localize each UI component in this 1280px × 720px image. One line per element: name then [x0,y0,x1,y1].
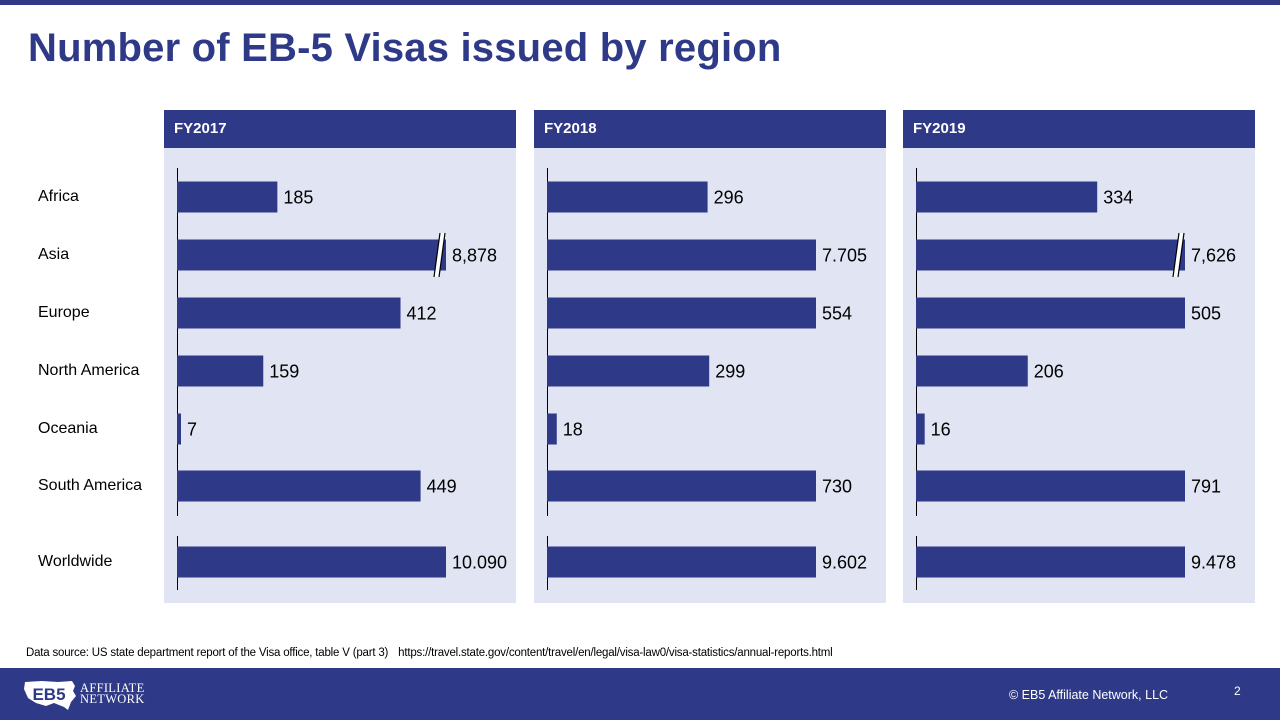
data-label-north-america: 206 [1034,362,1064,382]
bar-asia [547,239,816,271]
data-source-note: Data source: US state department report … [26,647,833,659]
data-label-south-america: 449 [427,477,457,497]
data-label-africa: 185 [283,188,313,208]
bar-europe [177,297,401,329]
bar-south-america [547,470,816,502]
eb5-affiliate-network-logo: EB5 AFFILIATE NETWORK [22,676,145,712]
page-number: 2 [1234,684,1241,698]
bar-oceania [177,413,181,445]
panel-header: FY2018 [534,110,886,148]
data-label-europe: 412 [407,304,437,324]
bar-europe [547,297,816,329]
bar-africa [177,181,278,213]
bar-asia [177,239,446,271]
category-label-north-america: North America [38,362,140,379]
data-label-africa: 296 [714,188,744,208]
logo-line-1: AFFILIATE [80,681,145,695]
chart-panel-fy2017: FY2017 185 8,878 412 159 7 449 10.090 [164,110,516,603]
bar-worldwide [547,546,816,578]
axis-break-mark [1172,232,1185,278]
copyright-text: © EB5 Affiliate Network, LLC [1009,688,1169,702]
data-label-north-america: 159 [269,362,299,382]
data-label-worldwide: 9.602 [822,553,867,573]
bar-chart-fy2017: 185 8,878 412 159 7 449 10.090 [177,168,507,590]
data-label-oceania: 7 [187,420,197,440]
top-rule [0,0,1280,5]
data-label-europe: 505 [1191,304,1221,324]
data-label-worldwide: 10.090 [452,553,507,573]
chart-panel-fy2019: FY2019 334 7,626 505 206 16 791 9.478 [903,110,1255,603]
logo-line-2: NETWORK [80,692,145,706]
data-label-oceania: 18 [563,420,583,440]
axis-break-mark [433,232,446,278]
bar-south-america [916,470,1185,502]
bar-africa [547,181,708,213]
data-label-south-america: 730 [822,477,852,497]
chart-panel-fy2018: FY2018 296 7.705 554 299 18 730 9.602 [534,110,886,603]
panel-header: FY2019 [903,110,1255,148]
data-label-worldwide: 9.478 [1191,553,1236,573]
data-label-asia: 7.705 [822,246,867,266]
data-label-asia: 8,878 [452,246,497,266]
category-label-asia: Asia [38,246,70,263]
bar-europe [916,297,1185,329]
category-label-oceania: Oceania [38,420,98,437]
logo-wordmark: AFFILIATE NETWORK [80,681,145,706]
bar-worldwide [916,546,1185,578]
bar-oceania [916,413,925,445]
svg-text:EB5: EB5 [32,685,65,704]
category-label-south-america: South America [38,477,143,494]
data-source-text: Data source: US state department report … [26,647,389,659]
category-label-europe: Europe [38,304,90,321]
data-label-south-america: 791 [1191,477,1221,497]
bar-worldwide [177,546,446,578]
data-label-north-america: 299 [715,362,745,382]
bar-north-america [177,355,264,387]
data-source-url[interactable]: https://travel.state.gov/content/travel/… [398,647,833,659]
us-map-icon: EB5 [24,681,76,710]
category-label-worldwide: Worldwide [38,553,113,570]
bar-chart-fy2019: 334 7,626 505 206 16 791 9.478 [916,168,1236,590]
bar-north-america [916,355,1028,387]
bar-south-america [177,470,421,502]
bar-africa [916,181,1098,213]
bar-north-america [547,355,710,387]
panel-header: FY2017 [164,110,516,148]
data-label-europe: 554 [822,304,852,324]
footer-bar: EB5 AFFILIATE NETWORK © EB5 Affiliate Ne… [0,668,1280,720]
bar-asia [916,239,1185,271]
category-label-africa: Africa [38,188,79,205]
bar-oceania [547,413,557,445]
bar-chart-fy2018: 296 7.705 554 299 18 730 9.602 [547,168,867,590]
page-title: Number of EB-5 Visas issued by region [28,26,782,70]
data-label-oceania: 16 [931,420,951,440]
data-label-africa: 334 [1103,188,1133,208]
data-label-asia: 7,626 [1191,246,1236,266]
